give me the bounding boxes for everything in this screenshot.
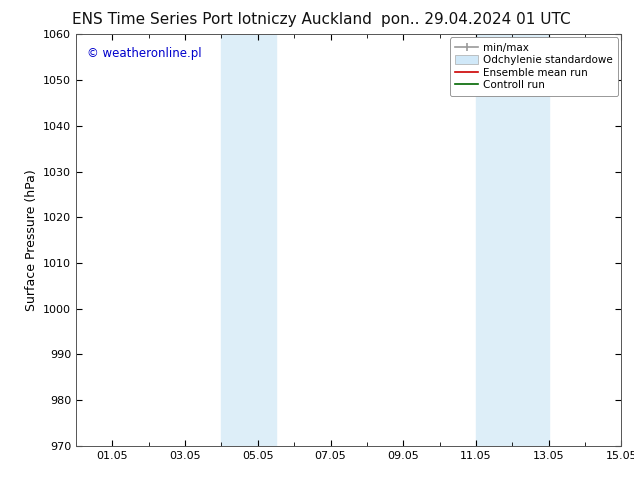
Bar [221, 34, 276, 446]
Legend: min/max, Odchylenie standardowe, Ensemble mean run, Controll run: min/max, Odchylenie standardowe, Ensembl… [450, 37, 618, 96]
Text: pon.. 29.04.2024 01 UTC: pon.. 29.04.2024 01 UTC [380, 12, 571, 27]
Text: © weatheronline.pl: © weatheronline.pl [87, 47, 202, 60]
Text: ENS Time Series Port lotniczy Auckland: ENS Time Series Port lotniczy Auckland [72, 12, 372, 27]
Bar [476, 34, 548, 446]
Y-axis label: Surface Pressure (hPa): Surface Pressure (hPa) [25, 169, 37, 311]
